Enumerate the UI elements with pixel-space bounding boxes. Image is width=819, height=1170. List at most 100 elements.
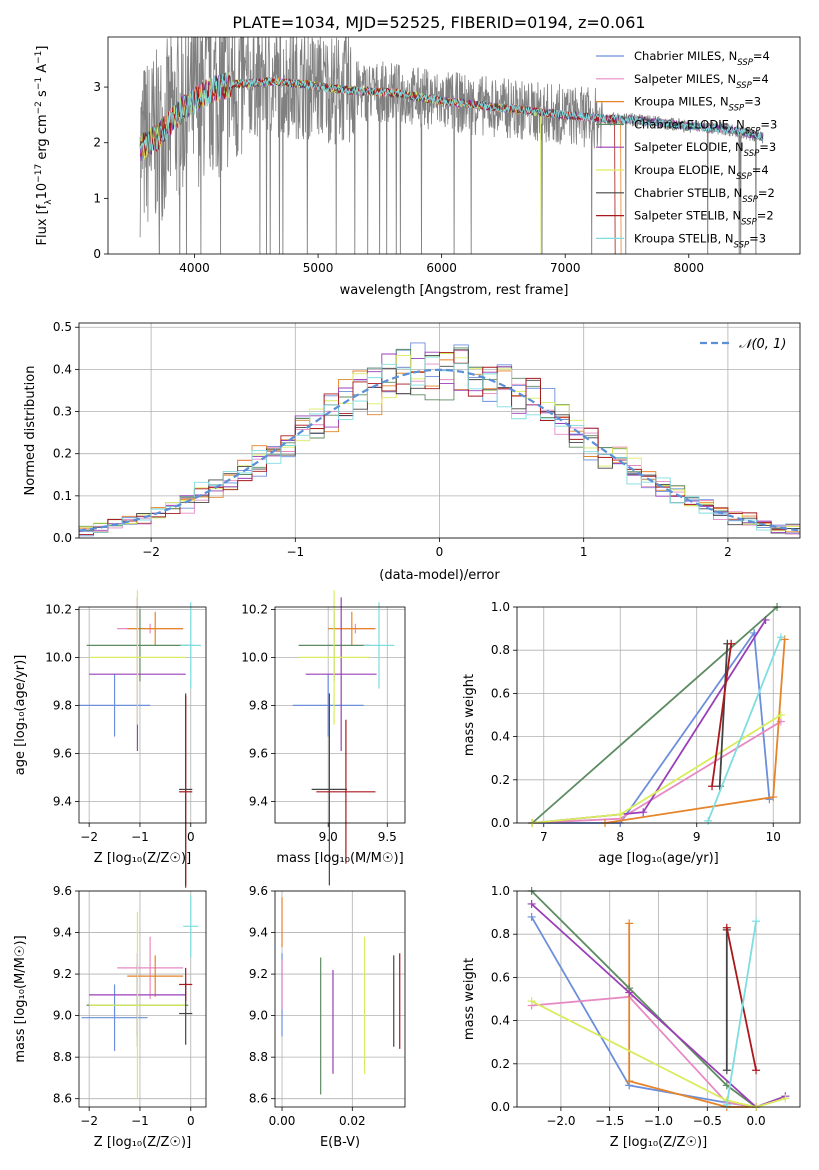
age-vs-mass-frame: [274, 606, 406, 824]
weight-marker: [625, 988, 634, 997]
chart-title: PLATE=1034, MJD=52525, FIBERID=0194, z=0…: [232, 13, 645, 32]
errorbar-point: [180, 602, 201, 689]
axes-mass-vs-EBV: 0.00 0.02 8.6 8.8 9.0 9.2 9.4 9.6: [249, 884, 405, 1128]
y-tick-label: 0.1: [53, 489, 72, 503]
weight-marker: [776, 711, 785, 719]
y-axis-label: mass weight: [462, 674, 477, 756]
y-tick-label: 2: [93, 136, 101, 150]
legend-label: Salpeter ELODIE, NSSP=3: [634, 140, 776, 159]
mass-vs-EBV-frame: [274, 890, 406, 1108]
y-tick-label: 8.8: [249, 1050, 268, 1064]
x-tick-label: 0.00: [269, 1114, 296, 1128]
y-tick-label: 9.6: [249, 746, 268, 760]
weight-series-line: [711, 643, 733, 787]
weight-marker: [639, 808, 648, 817]
weight-series-line: [718, 643, 729, 787]
model-spectrum-line: [139, 72, 764, 155]
x-axis-label: Z [log₁₀(Z/Z☉)]: [610, 1135, 707, 1150]
errorbar-point: [79, 674, 151, 737]
y-tick-label: 9.4: [249, 926, 268, 940]
legend-label: Chabrier ELODIE, NSSP=3: [634, 117, 777, 136]
errorbar-point: [363, 602, 395, 689]
weight-series-line: [531, 995, 757, 1108]
x-tick-label: −2: [142, 545, 160, 559]
x-axis-label: (data-model)/error: [379, 568, 500, 583]
x-tick-label: 7000: [550, 261, 581, 275]
y-axis-label: Flux [fλ10−17 erg cm−2 s−1 A−1]: [34, 46, 54, 246]
x-tick-label: −1.0: [644, 1114, 673, 1128]
weight-series-line: [530, 890, 757, 1108]
y-tick-label: 0.2: [491, 773, 510, 787]
y-tick-label: 0.5: [53, 320, 72, 334]
errorbar-point: [179, 695, 193, 888]
axes-weight-vs-Z: −2.0 −1.5 −1.0 −0.5 0.0 0.0 0.2 0.4 0.6 0.8 1.0: [491, 884, 800, 1128]
y-tick-label: 0.4: [53, 362, 72, 376]
weight-marker: [752, 1066, 761, 1075]
x-tick-label: −2.0: [546, 1114, 575, 1128]
histogram-frame: [78, 322, 801, 539]
errorbar-point: [127, 611, 184, 646]
y-tick-label: 10.2: [241, 602, 268, 616]
y-tick-label: 0.4: [491, 730, 510, 744]
weight-marker: [527, 912, 536, 921]
x-tick-label: −1: [286, 545, 304, 559]
y-axis-label: mass weight: [462, 958, 477, 1040]
x-axis-label: E(B-V): [320, 1135, 360, 1150]
y-tick-label: 9.4: [53, 794, 72, 808]
weight-marker: [776, 633, 785, 642]
weight-series-line: [531, 606, 778, 824]
x-tick-label: 4000: [179, 261, 210, 275]
weight-marker: [625, 1077, 634, 1086]
axes-age-vs-mass: 9.0 9.5 9.4 9.6 9.8 10.0 10.2: [241, 602, 405, 844]
weight-marker: [527, 899, 536, 908]
weight-marker: [527, 997, 536, 1006]
legend-label: Salpeter STELIB, NSSP=2: [634, 209, 774, 228]
y-tick-label: 8.6: [249, 1092, 268, 1106]
weight-series-line: [725, 921, 757, 1105]
errorbar-point: [298, 590, 370, 725]
x-tick-label: 0.02: [339, 1114, 366, 1128]
spectrum-frame: [107, 36, 801, 255]
legend-label: 𝒩(0, 1): [739, 337, 786, 352]
errorbar-point: [183, 895, 199, 958]
y-tick-label: 10.0: [45, 650, 72, 664]
y-tick-label: 1: [93, 191, 101, 205]
errorbar-point: [127, 955, 184, 997]
y-tick-label: 0.8: [491, 643, 510, 657]
y-tick-label: 10.0: [241, 650, 268, 664]
axes-spectrum: 4000 5000 6000 7000 8000 0 1 2 3: [93, 80, 704, 275]
errorbar-point: [328, 611, 376, 646]
y-tick-label: 8.6: [53, 1092, 72, 1106]
x-tick-label: −2: [80, 1114, 98, 1128]
x-tick-label: 7: [540, 830, 548, 844]
y-tick-label: 9.0: [53, 1009, 72, 1023]
mass-vs-Z-frame: [78, 890, 207, 1108]
axes-age-vs-Z: −2 −1 0 9.4 9.6 9.8 10.0 10.2: [45, 602, 206, 844]
weight-series-line: [530, 903, 786, 1109]
y-tick-label: 1.0: [491, 600, 510, 614]
x-tick-label: 6000: [426, 261, 457, 275]
weight-series-line: [725, 927, 757, 1071]
weight-marker: [708, 782, 717, 791]
x-tick-label: 8: [616, 830, 624, 844]
y-tick-label: 9.8: [249, 698, 268, 712]
errorbar-point: [117, 936, 184, 999]
weight-marker: [761, 615, 770, 624]
x-tick-label: 9: [693, 830, 701, 844]
y-tick-label: 8.8: [53, 1050, 72, 1064]
axes-mass-vs-Z: −2 −1 0 8.6 8.8 9.0 9.2 9.4 9.6: [53, 884, 206, 1128]
weight-series-line: [707, 636, 782, 822]
y-tick-label: 0.3: [53, 405, 72, 419]
y-tick-label: 0.2: [491, 1057, 510, 1071]
y-tick-label: 9.4: [53, 926, 72, 940]
x-axis-label: mass [log₁₀(M/M☉)]: [276, 851, 403, 866]
x-tick-label: 9.5: [378, 830, 397, 844]
x-tick-label: −1.5: [595, 1114, 624, 1128]
y-tick-label: 3: [93, 80, 101, 94]
errorbar-point: [316, 719, 376, 864]
x-tick-label: −0.5: [693, 1114, 722, 1128]
x-tick-label: −1: [131, 830, 149, 844]
weight-marker: [704, 816, 713, 825]
y-tick-label: 0.0: [53, 531, 72, 545]
y-tick-label: 0.6: [491, 970, 510, 984]
